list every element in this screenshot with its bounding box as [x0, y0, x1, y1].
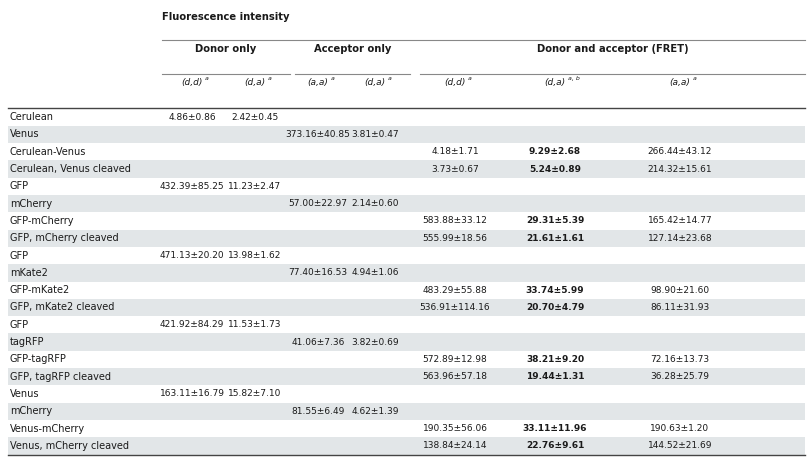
- Text: GFP-tagRFP: GFP-tagRFP: [10, 354, 67, 364]
- Text: 11.53±1.73: 11.53±1.73: [228, 320, 281, 329]
- Text: 13.98±1.62: 13.98±1.62: [228, 251, 281, 260]
- Text: 555.99±18.56: 555.99±18.56: [422, 234, 487, 243]
- Text: 98.90±21.60: 98.90±21.60: [650, 285, 709, 295]
- Text: 163.11±16.79: 163.11±16.79: [159, 389, 224, 398]
- Text: GFP-mCherry: GFP-mCherry: [10, 216, 75, 226]
- Text: Cerulean-Venus: Cerulean-Venus: [10, 147, 86, 157]
- Text: 77.40±16.53: 77.40±16.53: [288, 269, 347, 277]
- Text: Fluorescence intensity: Fluorescence intensity: [162, 12, 290, 22]
- Text: 20.70±4.79: 20.70±4.79: [526, 303, 583, 312]
- Text: Venus, mCherry cleaved: Venus, mCherry cleaved: [10, 441, 129, 451]
- Text: 214.32±15.61: 214.32±15.61: [647, 164, 711, 174]
- Text: 2.14±0.60: 2.14±0.60: [351, 199, 398, 208]
- Text: 432.39±85.25: 432.39±85.25: [160, 182, 224, 191]
- Text: (d,d): (d,d): [181, 78, 203, 87]
- Text: GFP: GFP: [10, 320, 29, 330]
- Text: 4.18±1.71: 4.18±1.71: [431, 147, 478, 156]
- Text: a: a: [692, 76, 696, 81]
- Text: GFP: GFP: [10, 251, 29, 261]
- Text: 583.88±33.12: 583.88±33.12: [422, 217, 487, 225]
- Text: 36.28±25.79: 36.28±25.79: [650, 372, 709, 381]
- Bar: [8, 160, 804, 178]
- Text: Cerulean: Cerulean: [10, 112, 54, 122]
- Text: Donor and acceptor (FRET): Donor and acceptor (FRET): [536, 44, 688, 54]
- Text: 190.35±56.06: 190.35±56.06: [422, 424, 487, 433]
- Text: 572.89±12.98: 572.89±12.98: [422, 355, 487, 364]
- Bar: [8, 403, 804, 420]
- Text: 165.42±14.77: 165.42±14.77: [647, 217, 711, 225]
- Text: 29.31±5.39: 29.31±5.39: [526, 217, 583, 225]
- Bar: [8, 437, 804, 454]
- Text: 21.61±1.61: 21.61±1.61: [526, 234, 583, 243]
- Text: (d,a): (d,a): [543, 78, 565, 87]
- Text: Venus: Venus: [10, 389, 40, 399]
- Text: mKate2: mKate2: [10, 268, 48, 278]
- Text: a: a: [204, 76, 208, 81]
- Text: 41.06±7.36: 41.06±7.36: [291, 337, 344, 347]
- Text: Acceptor only: Acceptor only: [313, 44, 391, 54]
- Text: tagRFP: tagRFP: [10, 337, 45, 347]
- Text: Venus: Venus: [10, 129, 40, 140]
- Text: Donor only: Donor only: [195, 44, 256, 54]
- Text: 373.16±40.85: 373.16±40.85: [285, 130, 350, 139]
- Text: 33.74±5.99: 33.74±5.99: [525, 285, 584, 295]
- Text: GFP, mCherry cleaved: GFP, mCherry cleaved: [10, 233, 118, 243]
- Text: Cerulean, Venus cleaved: Cerulean, Venus cleaved: [10, 164, 131, 174]
- Text: 190.63±1.20: 190.63±1.20: [650, 424, 709, 433]
- Text: GFP: GFP: [10, 181, 29, 191]
- Bar: [8, 195, 804, 213]
- Text: 22.76±9.61: 22.76±9.61: [526, 442, 583, 450]
- Text: 72.16±13.73: 72.16±13.73: [650, 355, 709, 364]
- Text: mCherry: mCherry: [10, 406, 52, 416]
- Bar: [8, 333, 804, 351]
- Text: 4.94±1.06: 4.94±1.06: [351, 269, 398, 277]
- Text: 483.29±55.88: 483.29±55.88: [422, 285, 487, 295]
- Text: 4.62±1.39: 4.62±1.39: [351, 407, 398, 416]
- Text: a: a: [331, 76, 334, 81]
- Text: 3.82±0.69: 3.82±0.69: [350, 337, 398, 347]
- Bar: [8, 126, 804, 143]
- Text: 144.52±21.69: 144.52±21.69: [647, 442, 711, 450]
- Text: (d,a): (d,a): [364, 78, 385, 87]
- Bar: [8, 230, 804, 247]
- Text: 86.11±31.93: 86.11±31.93: [650, 303, 709, 312]
- Bar: [8, 368, 804, 385]
- Text: (d,a): (d,a): [244, 78, 265, 87]
- Text: 15.82±7.10: 15.82±7.10: [228, 389, 281, 398]
- Text: 11.23±2.47: 11.23±2.47: [228, 182, 281, 191]
- Text: 536.91±114.16: 536.91±114.16: [419, 303, 490, 312]
- Text: 3.73±0.67: 3.73±0.67: [431, 164, 478, 174]
- Text: GFP, tagRFP cleaved: GFP, tagRFP cleaved: [10, 372, 111, 381]
- Text: 9.29±2.68: 9.29±2.68: [528, 147, 581, 156]
- Text: mCherry: mCherry: [10, 199, 52, 209]
- Text: Venus-mCherry: Venus-mCherry: [10, 424, 85, 434]
- Text: GFP, mKate2 cleaved: GFP, mKate2 cleaved: [10, 302, 114, 313]
- Text: (a,a): (a,a): [669, 78, 689, 87]
- Text: a: a: [467, 76, 471, 81]
- Text: a: a: [268, 76, 272, 81]
- Text: a, b: a, b: [568, 76, 579, 81]
- Text: 19.44±1.31: 19.44±1.31: [525, 372, 584, 381]
- Text: 266.44±43.12: 266.44±43.12: [647, 147, 711, 156]
- Text: (a,a): (a,a): [307, 78, 328, 87]
- Text: 2.42±0.45: 2.42±0.45: [231, 112, 278, 122]
- Text: 421.92±84.29: 421.92±84.29: [160, 320, 224, 329]
- Bar: [8, 264, 804, 281]
- Text: 4.86±0.86: 4.86±0.86: [168, 112, 216, 122]
- Text: 3.81±0.47: 3.81±0.47: [350, 130, 398, 139]
- Text: a: a: [388, 76, 392, 81]
- Text: GFP-mKate2: GFP-mKate2: [10, 285, 71, 295]
- Text: 5.24±0.89: 5.24±0.89: [528, 164, 581, 174]
- Bar: [8, 299, 804, 316]
- Text: 57.00±22.97: 57.00±22.97: [288, 199, 347, 208]
- Text: 471.13±20.20: 471.13±20.20: [160, 251, 224, 260]
- Text: 138.84±24.14: 138.84±24.14: [423, 442, 487, 450]
- Text: (d,d): (d,d): [444, 78, 466, 87]
- Text: 127.14±23.68: 127.14±23.68: [647, 234, 711, 243]
- Text: 81.55±6.49: 81.55±6.49: [291, 407, 344, 416]
- Text: 33.11±11.96: 33.11±11.96: [522, 424, 586, 433]
- Text: 38.21±9.20: 38.21±9.20: [526, 355, 583, 364]
- Text: 563.96±57.18: 563.96±57.18: [422, 372, 487, 381]
